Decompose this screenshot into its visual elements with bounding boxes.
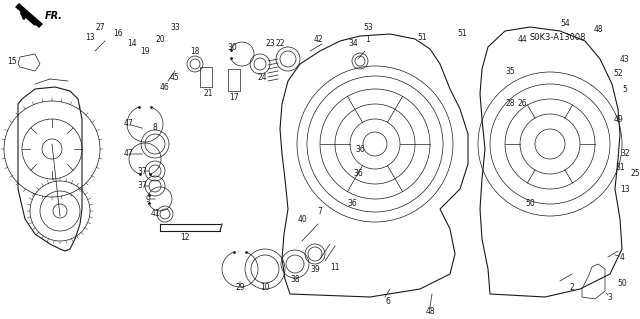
Text: 37: 37 (137, 182, 147, 190)
Text: 53: 53 (363, 23, 373, 32)
Text: 43: 43 (620, 55, 630, 63)
Text: 51: 51 (457, 29, 467, 39)
Text: 1: 1 (365, 34, 371, 43)
Text: 48: 48 (593, 25, 603, 33)
Text: 5: 5 (623, 85, 627, 93)
Text: S0K3-A13008: S0K3-A13008 (530, 33, 586, 41)
Text: 31: 31 (615, 162, 625, 172)
Text: 47: 47 (123, 120, 133, 129)
Text: 13: 13 (85, 33, 95, 41)
Text: 25: 25 (630, 169, 640, 179)
Text: 17: 17 (229, 93, 239, 101)
Text: 51: 51 (417, 33, 427, 41)
Text: 4: 4 (620, 253, 625, 262)
Text: 10: 10 (260, 283, 270, 292)
Text: 33: 33 (170, 23, 180, 32)
Text: 36: 36 (353, 169, 363, 179)
Text: 12: 12 (180, 233, 189, 241)
Text: 34: 34 (348, 40, 358, 48)
Text: 46: 46 (160, 83, 170, 92)
Text: 50: 50 (617, 279, 627, 288)
Text: 8: 8 (152, 122, 157, 131)
Text: 13: 13 (620, 184, 630, 194)
Text: 50: 50 (525, 199, 535, 209)
Text: 38: 38 (290, 275, 300, 284)
Text: 7: 7 (317, 206, 323, 216)
Text: 24: 24 (257, 72, 267, 81)
Text: 47: 47 (123, 150, 133, 159)
Text: 6: 6 (385, 296, 390, 306)
Text: 22: 22 (275, 40, 285, 48)
Text: 9: 9 (145, 195, 150, 204)
Text: 37: 37 (137, 167, 147, 175)
Text: 45: 45 (170, 72, 180, 81)
Text: 35: 35 (505, 66, 515, 76)
Text: 39: 39 (310, 264, 320, 273)
Text: 27: 27 (95, 23, 105, 32)
Text: 19: 19 (140, 47, 150, 56)
Text: 2: 2 (570, 283, 574, 292)
Polygon shape (15, 3, 43, 28)
Text: 3: 3 (607, 293, 612, 301)
Text: 48: 48 (425, 307, 435, 315)
Text: 41: 41 (150, 210, 160, 219)
Text: 30: 30 (227, 42, 237, 51)
Text: 14: 14 (127, 40, 137, 48)
Text: 40: 40 (297, 214, 307, 224)
Text: 32: 32 (620, 150, 630, 159)
Text: 44: 44 (517, 34, 527, 43)
Text: 42: 42 (313, 34, 323, 43)
Text: 29: 29 (235, 283, 245, 292)
Text: 36: 36 (355, 145, 365, 153)
Text: 28: 28 (505, 100, 515, 108)
Text: FR.: FR. (45, 11, 63, 21)
Text: 26: 26 (517, 100, 527, 108)
Text: 21: 21 (204, 88, 212, 98)
Text: 23: 23 (265, 40, 275, 48)
Text: 11: 11 (330, 263, 340, 271)
Text: 18: 18 (190, 47, 200, 56)
Text: 16: 16 (113, 29, 123, 39)
Text: 49: 49 (613, 115, 623, 123)
Text: 36: 36 (347, 199, 357, 209)
Text: 15: 15 (7, 56, 17, 65)
Text: 20: 20 (155, 34, 165, 43)
Text: 54: 54 (560, 19, 570, 28)
Text: 52: 52 (613, 70, 623, 78)
